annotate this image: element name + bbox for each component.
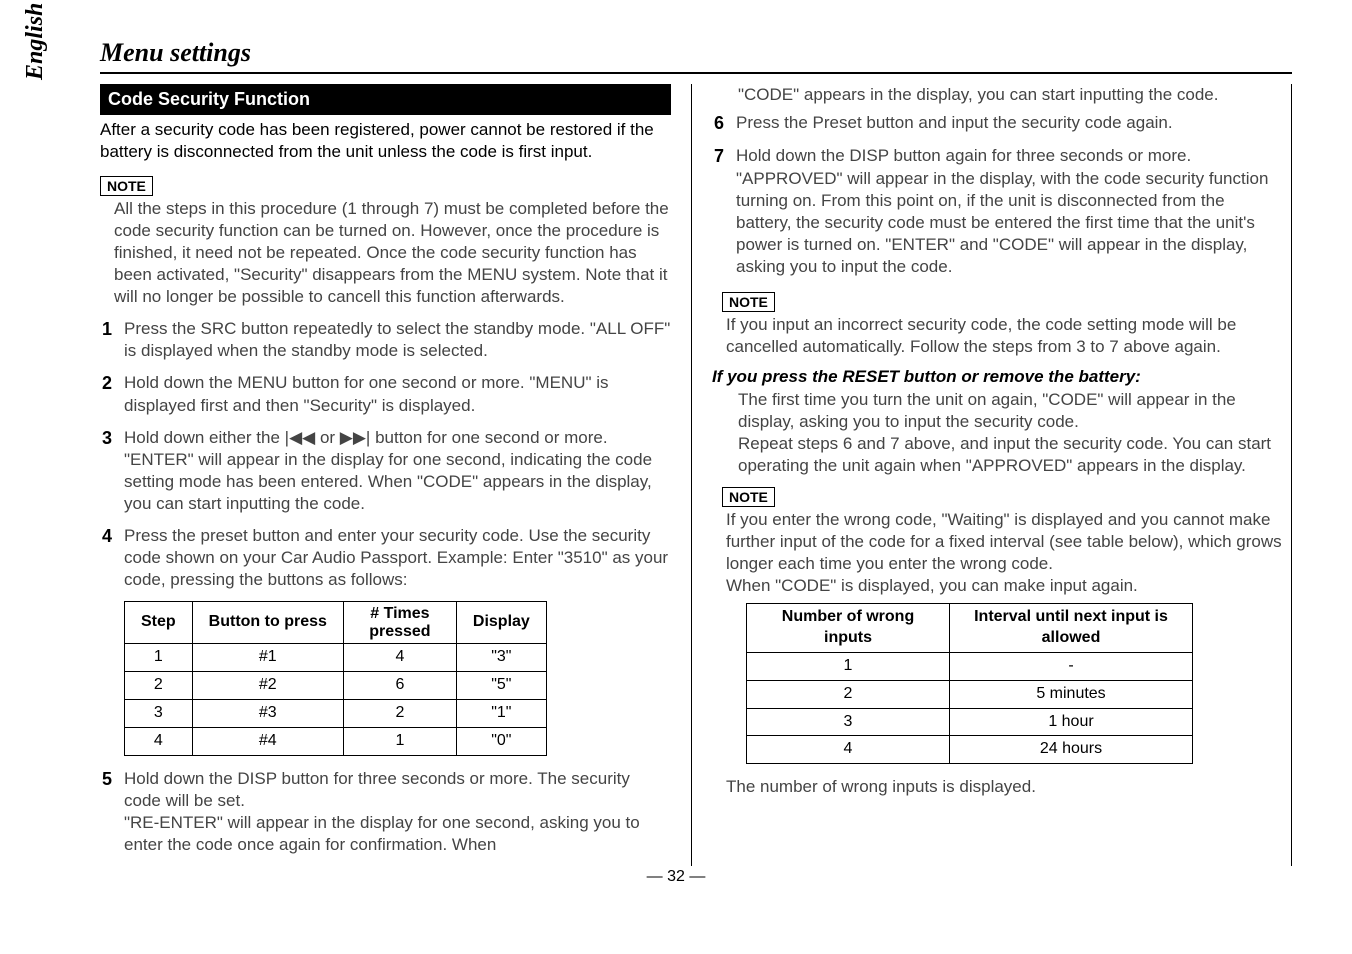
th-button: Button to press [192, 602, 343, 644]
th-wrong: Number of wrong inputs [747, 604, 950, 653]
step-2: 2 Hold down the MENU button for one seco… [100, 372, 671, 416]
table-row: 2#26"5" [125, 672, 547, 700]
table-row: 1- [747, 653, 1193, 681]
step-body: Press the preset button and enter your s… [124, 525, 671, 591]
table-header-row: Step Button to press # Times pressed Dis… [125, 602, 547, 644]
cell: 2 [747, 680, 950, 708]
step-number: 7 [714, 145, 736, 278]
left-column: Code Security Function After a security … [100, 84, 692, 866]
cell: 4 [343, 644, 456, 672]
cell: 1 [747, 653, 950, 681]
table-header-row: Number of wrong inputs Interval until ne… [747, 604, 1193, 653]
cell: #1 [192, 644, 343, 672]
step-3: 3 Hold down either the |◀◀ or ▶▶| button… [100, 427, 671, 515]
right-column: "CODE" appears in the display, you can s… [692, 84, 1292, 866]
language-tab: English [22, 3, 49, 80]
table-row: 4#41"0" [125, 727, 547, 755]
note-text-b: When "CODE" is displayed, you can make i… [722, 575, 1283, 597]
cell: 4 [747, 736, 950, 764]
note-block-2: NOTE If you enter the wrong code, "Waiti… [712, 483, 1283, 598]
cell: 3 [747, 708, 950, 736]
intro-text: After a security code has been registere… [100, 119, 671, 163]
cell: 5 minutes [950, 680, 1193, 708]
page-number: — 32 — [60, 868, 1292, 886]
cell: "0" [456, 727, 546, 755]
th-times: # Times pressed [343, 602, 456, 644]
interval-table: Number of wrong inputs Interval until ne… [746, 603, 1193, 764]
table-row: 1#14"3" [125, 644, 547, 672]
step-body: Press the Preset button and input the se… [736, 112, 1283, 135]
cell: 6 [343, 672, 456, 700]
continuation: "CODE" appears in the display, you can s… [712, 84, 1283, 106]
cell: 3 [125, 700, 193, 728]
cell: #2 [192, 672, 343, 700]
table-row: 31 hour [747, 708, 1193, 736]
step-body: Press the SRC button repeatedly to selec… [124, 318, 671, 362]
step-body: Hold down the DISP button for three seco… [124, 768, 671, 856]
cell: 2 [125, 672, 193, 700]
section-header: Code Security Function [100, 84, 671, 115]
step-5: 5 Hold down the DISP button for three se… [100, 768, 671, 856]
note-text: All the steps in this procedure (1 throu… [100, 198, 671, 308]
cell: 1 hour [950, 708, 1193, 736]
cell: #4 [192, 727, 343, 755]
note-label: NOTE [722, 292, 775, 312]
th-step: Step [125, 602, 193, 644]
cell: 24 hours [950, 736, 1193, 764]
step-body: Hold down either the |◀◀ or ▶▶| button f… [124, 427, 671, 515]
page-title: Menu settings [100, 38, 1292, 74]
cell: "1" [456, 700, 546, 728]
note-text-a: If you enter the wrong code, "Waiting" i… [722, 509, 1283, 575]
th-interval: Interval until next input is allowed [950, 604, 1193, 653]
cell: 1 [125, 644, 193, 672]
step-body: Hold down the MENU button for one second… [124, 372, 671, 416]
cell: 2 [343, 700, 456, 728]
step-number: 6 [714, 112, 736, 135]
step-7: 7 Hold down the DISP button again for th… [712, 145, 1283, 278]
page: English Menu settings Code Security Func… [0, 0, 1352, 954]
step-6: 6 Press the Preset button and input the … [712, 112, 1283, 135]
footer-note: The number of wrong inputs is displayed. [712, 776, 1283, 798]
step-4: 4 Press the preset button and enter your… [100, 525, 671, 591]
step-number: 2 [102, 372, 124, 416]
columns: Code Security Function After a security … [100, 84, 1292, 866]
step-number: 4 [102, 525, 124, 591]
cell: - [950, 653, 1193, 681]
cell: "3" [456, 644, 546, 672]
step-number: 3 [102, 427, 124, 515]
cell: "5" [456, 672, 546, 700]
th-times-text: # Times pressed [360, 605, 440, 640]
reset-text: The first time you turn the unit on agai… [712, 389, 1283, 477]
th-display: Display [456, 602, 546, 644]
reset-subhead: If you press the RESET button or remove … [712, 366, 1283, 388]
note-text: If you input an incorrect security code,… [722, 314, 1283, 358]
step-1: 1 Press the SRC button repeatedly to sel… [100, 318, 671, 362]
code-table: Step Button to press # Times pressed Dis… [124, 601, 547, 755]
note-block-1: NOTE If you input an incorrect security … [712, 288, 1283, 358]
note-label: NOTE [722, 487, 775, 507]
table-row: 3#32"1" [125, 700, 547, 728]
th-text: Interval until next input is allowed [966, 607, 1176, 649]
note-label: NOTE [100, 176, 153, 196]
cell: 1 [343, 727, 456, 755]
table-row: 25 minutes [747, 680, 1193, 708]
step-number: 5 [102, 768, 124, 856]
cell: 4 [125, 727, 193, 755]
step-number: 1 [102, 318, 124, 362]
table-row: 424 hours [747, 736, 1193, 764]
th-text: Number of wrong inputs [763, 607, 933, 649]
step-body: Hold down the DISP button again for thre… [736, 145, 1283, 278]
cell: #3 [192, 700, 343, 728]
